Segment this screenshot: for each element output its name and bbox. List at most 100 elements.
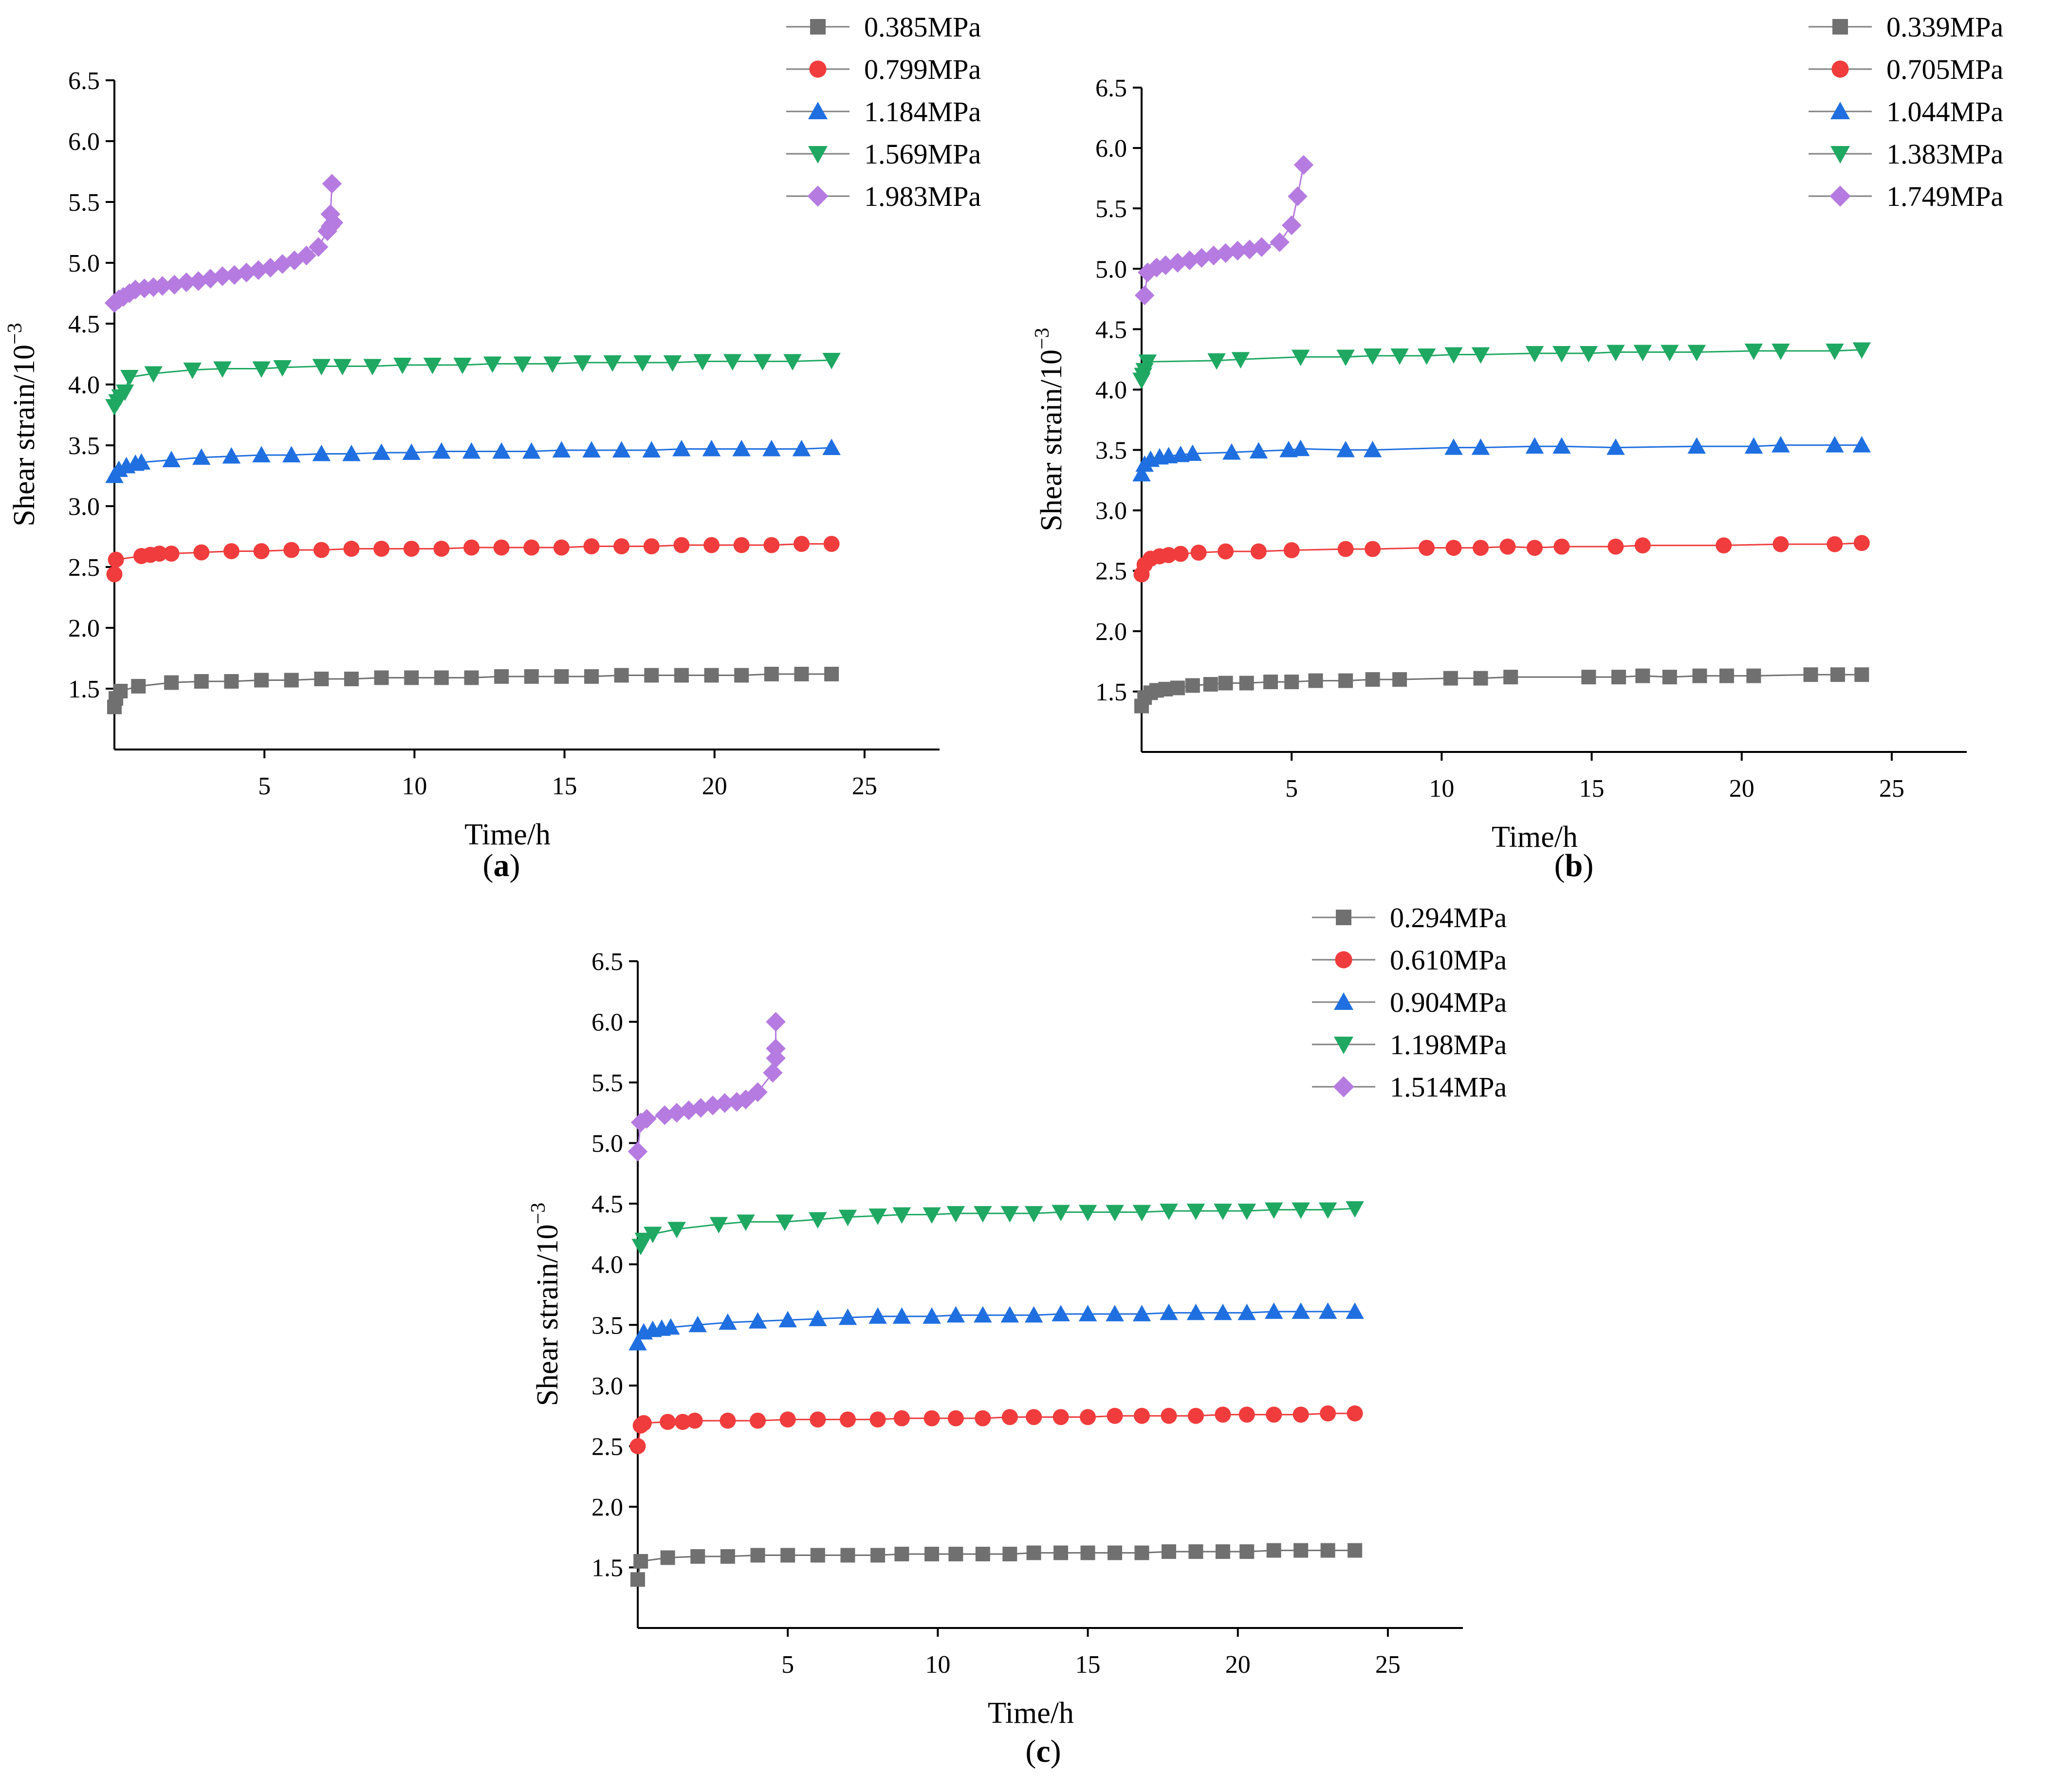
data-point <box>762 439 781 457</box>
data-point <box>637 1109 657 1129</box>
data-point <box>1363 440 1382 457</box>
y-tick-label: 3.5 <box>1095 437 1127 465</box>
data-point <box>1581 670 1596 685</box>
data-point <box>1187 1408 1204 1424</box>
data-point <box>493 539 510 556</box>
data-point <box>1827 536 1843 552</box>
legend-marker <box>1832 19 1848 35</box>
data-point <box>553 539 570 556</box>
data-point <box>838 1308 857 1325</box>
data-point <box>1134 285 1155 306</box>
legend-label: 1.044MPa <box>1886 96 2003 128</box>
data-point <box>1252 237 1272 257</box>
legend-entry: 0.610MPa <box>1312 944 1507 976</box>
y-axis-title: Shear strain/10−3 <box>527 1203 564 1406</box>
data-point <box>1284 675 1299 690</box>
data-point <box>1218 543 1234 560</box>
data-point <box>630 1572 645 1587</box>
legend-label: 1.983MPa <box>864 181 981 212</box>
data-point <box>1772 436 1790 453</box>
data-point <box>313 542 330 558</box>
data-point <box>894 1547 909 1562</box>
data-point <box>1239 239 1260 259</box>
data-point <box>1218 676 1233 691</box>
data-point <box>693 354 712 371</box>
data-point <box>1186 1204 1205 1220</box>
series-0.385MPa <box>107 667 839 714</box>
series-1.749MPa <box>1134 155 1314 306</box>
data-point <box>660 1414 676 1430</box>
y-axis-title: Shear strain/10−3 <box>1031 328 1068 531</box>
data-point <box>1237 1204 1256 1220</box>
data-point <box>1443 671 1458 686</box>
legend-label: 1.184MPa <box>864 96 981 128</box>
legend-marker <box>1334 1037 1353 1054</box>
data-point <box>703 537 720 553</box>
y-tick-label: 4.0 <box>1095 376 1127 404</box>
legend-marker <box>1334 992 1353 1010</box>
data-point <box>1078 1205 1097 1222</box>
panel-label: (b) <box>1554 848 1594 883</box>
y-tick-label: 4.5 <box>1095 316 1127 344</box>
data-point <box>1525 437 1544 454</box>
data-point <box>1826 344 1844 360</box>
data-point <box>1499 538 1516 555</box>
y-axis-title: Shear strain/10−3 <box>4 323 41 526</box>
data-point <box>733 537 750 553</box>
data-point <box>924 1547 940 1562</box>
data-point <box>923 1207 941 1224</box>
x-tick-label: 20 <box>1729 775 1755 803</box>
x-tick-label: 10 <box>1429 775 1454 803</box>
data-point <box>463 539 480 556</box>
data-point <box>1160 1204 1178 1220</box>
legend-marker <box>1336 910 1351 925</box>
data-point <box>810 1411 826 1428</box>
data-point <box>273 360 292 377</box>
data-point <box>840 1548 855 1563</box>
data-point <box>1207 353 1226 370</box>
data-point <box>1291 349 1310 366</box>
data-point <box>1293 1407 1309 1423</box>
data-point <box>753 354 772 371</box>
data-point <box>1203 677 1218 692</box>
x-tick-label: 5 <box>1285 775 1298 803</box>
legend-label: 0.610MPa <box>1390 944 1507 976</box>
data-point <box>433 541 450 557</box>
data-point <box>810 1548 825 1563</box>
data-point <box>674 1414 691 1430</box>
y-tick-label: 2.0 <box>68 615 100 642</box>
data-point <box>644 1226 662 1243</box>
data-point <box>434 670 449 685</box>
data-point <box>794 667 809 681</box>
data-point <box>1132 1305 1151 1321</box>
data-point <box>283 542 300 558</box>
y-tick-label: 5.5 <box>1095 195 1127 223</box>
data-point <box>662 1318 680 1335</box>
data-point <box>633 1554 648 1569</box>
data-point <box>582 441 601 457</box>
y-tick-label: 6.0 <box>1095 135 1127 163</box>
data-point <box>212 266 233 286</box>
x-axis-title: Time/h <box>1492 821 1578 854</box>
data-point <box>108 551 124 568</box>
data-point <box>1607 438 1625 455</box>
data-point <box>614 668 629 683</box>
data-point <box>1607 538 1624 555</box>
data-point <box>1214 1303 1232 1320</box>
data-point <box>222 447 241 464</box>
y-tick-label: 3.0 <box>591 1372 623 1400</box>
chart-panel-b: 1.5 2.0 2.5 3.0 3.5 4.0 4.5 5.0 5.5 6.0 6.5 5 10 15 20… <box>1031 11 2003 883</box>
data-point <box>1263 675 1278 690</box>
data-point <box>892 1207 911 1224</box>
data-point <box>1002 1547 1017 1562</box>
data-point <box>1320 1405 1336 1422</box>
data-point <box>1172 546 1189 562</box>
legend-marker <box>1333 1076 1354 1097</box>
data-point <box>308 237 329 257</box>
data-point <box>1052 1305 1070 1321</box>
legend-label: 1.749MPa <box>1886 181 2003 212</box>
data-point <box>1106 1205 1124 1222</box>
series-0.294MPa <box>630 1543 1363 1587</box>
data-point <box>823 536 840 552</box>
data-point <box>192 448 211 465</box>
